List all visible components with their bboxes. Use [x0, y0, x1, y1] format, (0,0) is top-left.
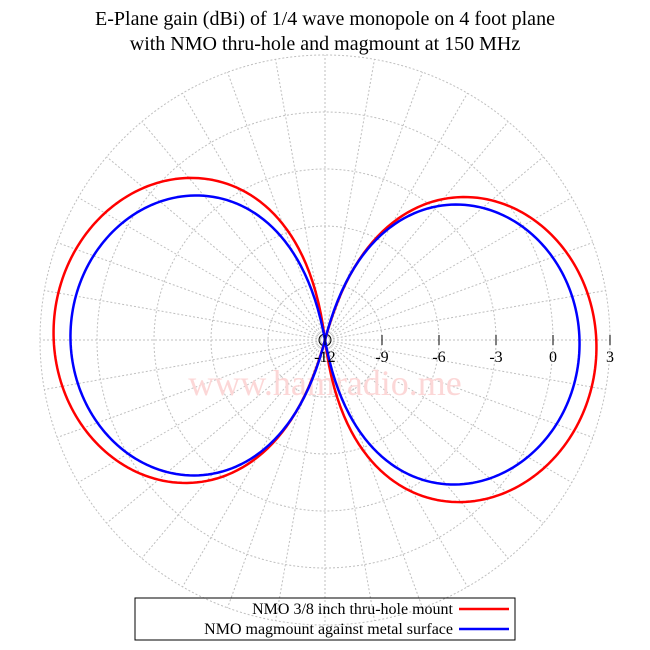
- radial-tick-label: -9: [375, 349, 388, 366]
- polar-chart: E-Plane gain (dBi) of 1/4 wave monopole …: [0, 0, 650, 650]
- radial-tick-label: 0: [549, 349, 557, 366]
- watermark-text: www.hamradio.me: [188, 363, 462, 403]
- legend: NMO 3/8 inch thru-hole mount NMO magmount…: [135, 598, 515, 640]
- legend-label: NMO 3/8 inch thru-hole mount: [252, 601, 453, 618]
- radial-tick-label: -6: [432, 349, 445, 366]
- radial-tick-label: -3: [489, 349, 502, 366]
- radial-tick-label: -12: [314, 349, 335, 366]
- radial-tick-label: 3: [606, 349, 614, 366]
- chart-title-line2: with NMO thru-hole and magmount at 150 M…: [130, 33, 521, 55]
- chart-title-line1: E-Plane gain (dBi) of 1/4 wave monopole …: [95, 8, 555, 30]
- legend-label: NMO magmount against metal surface: [204, 621, 453, 638]
